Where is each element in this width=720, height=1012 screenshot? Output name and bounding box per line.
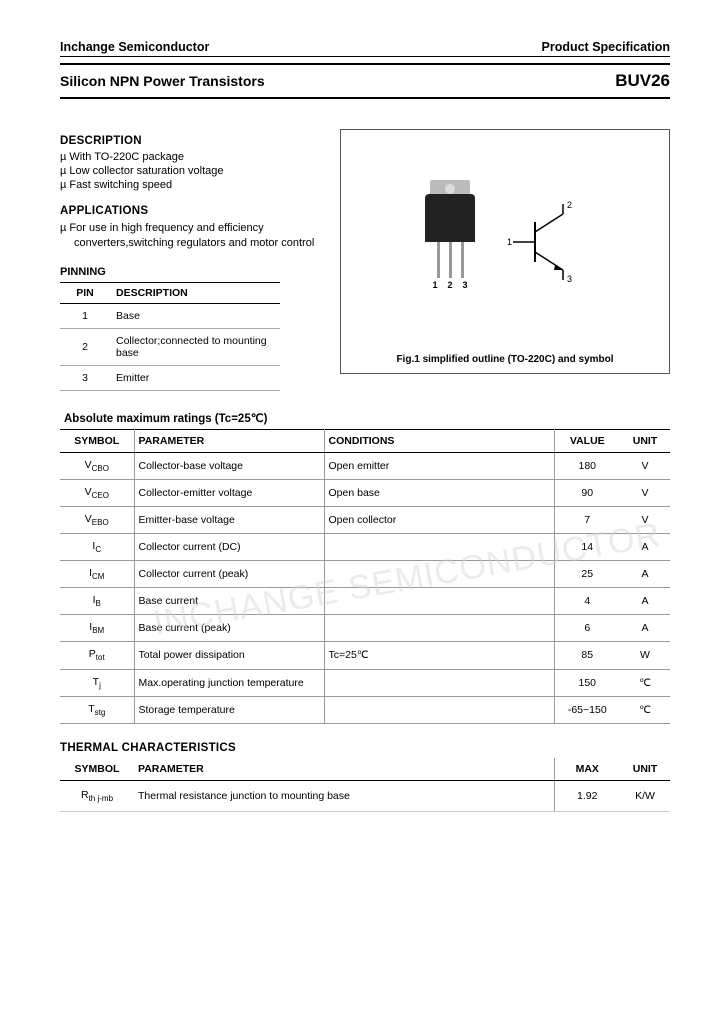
svg-text:2: 2: [567, 200, 572, 210]
figure-box: 1 2 3 1 2: [340, 129, 670, 374]
transistor-symbol: 1 2 3: [505, 192, 585, 292]
table-row: VCEOCollector-emitter voltageOpen base90…: [60, 479, 670, 506]
figure-caption: Fig.1 simplified outline (TO-220C) and s…: [396, 354, 613, 373]
spec-label: Product Specification: [542, 40, 671, 54]
table-row: VEBOEmitter-base voltageOpen collector7V: [60, 506, 670, 533]
table-row: PtotTotal power dissipationTc=25℃85W: [60, 642, 670, 669]
table-row: ICMCollector current (peak)25A: [60, 561, 670, 588]
component-outline: 1 2 3: [425, 194, 475, 290]
svg-text:3: 3: [567, 274, 572, 284]
svg-text:1: 1: [507, 237, 512, 247]
table-row: Rth j-mb Thermal resistance junction to …: [60, 780, 670, 811]
pinning-heading: PINNING: [60, 266, 328, 278]
table-row: IBBase current4A: [60, 588, 670, 615]
company-name: Inchange Semiconductor: [60, 40, 209, 54]
applications-text: For use in high frequency and efficiency…: [74, 221, 328, 252]
desc-col-header: DESCRIPTION: [110, 282, 280, 303]
title-row: Silicon NPN Power Transistors BUV26: [60, 63, 670, 99]
desc-item: Low collector saturation voltage: [60, 165, 328, 177]
pin-col-header: PIN: [60, 282, 110, 303]
table-row: IBMBase current (peak)6A: [60, 615, 670, 642]
table-row: 3 Emitter: [60, 365, 280, 390]
table-row: VCBOCollector-base voltageOpen emitter18…: [60, 452, 670, 479]
table-row: TstgStorage temperature-65~150℃: [60, 696, 670, 723]
applications-heading: APPLICATIONS: [60, 205, 328, 217]
description-list: With TO-220C package Low collector satur…: [60, 151, 328, 191]
description-heading: DESCRIPTION: [60, 135, 328, 147]
pinning-table: PIN DESCRIPTION 1 Base 2 Collector;conne…: [60, 282, 280, 391]
product-line: Silicon NPN Power Transistors: [60, 73, 265, 89]
ratings-heading: Absolute maximum ratings (Tc=25℃): [64, 411, 670, 425]
table-row: ICCollector current (DC)14A: [60, 534, 670, 561]
table-row: 2 Collector;connected to mounting base: [60, 328, 280, 365]
top-header: Inchange Semiconductor Product Specifica…: [60, 40, 670, 57]
desc-item: With TO-220C package: [60, 151, 328, 163]
part-number: BUV26: [615, 71, 670, 91]
ratings-table: SYMBOL PARAMETER CONDITIONS VALUE UNIT V…: [60, 429, 670, 724]
table-row: 1 Base: [60, 303, 280, 328]
thermal-heading: THERMAL CHARACTERISTICS: [60, 742, 670, 754]
table-row: TjMax.operating junction temperature150℃: [60, 669, 670, 696]
thermal-table: SYMBOL PARAMETER MAX UNIT Rth j-mb Therm…: [60, 758, 670, 812]
desc-item: Fast switching speed: [60, 179, 328, 191]
